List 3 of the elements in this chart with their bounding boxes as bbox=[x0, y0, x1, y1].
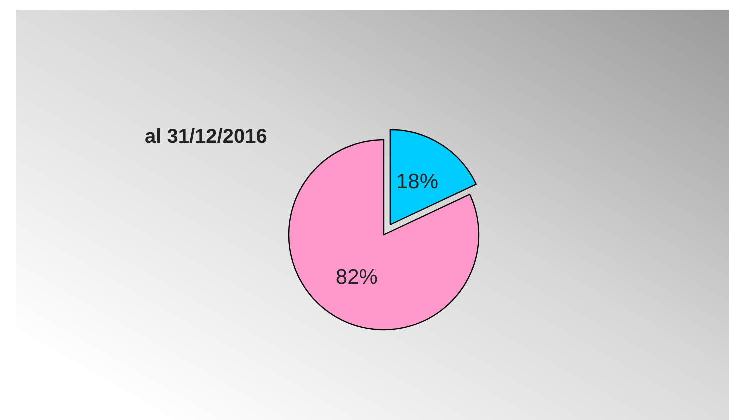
data-label: 82% bbox=[336, 266, 378, 290]
data-label: 18% bbox=[396, 170, 439, 194]
chart-title: al 31/12/2016 bbox=[145, 126, 268, 148]
